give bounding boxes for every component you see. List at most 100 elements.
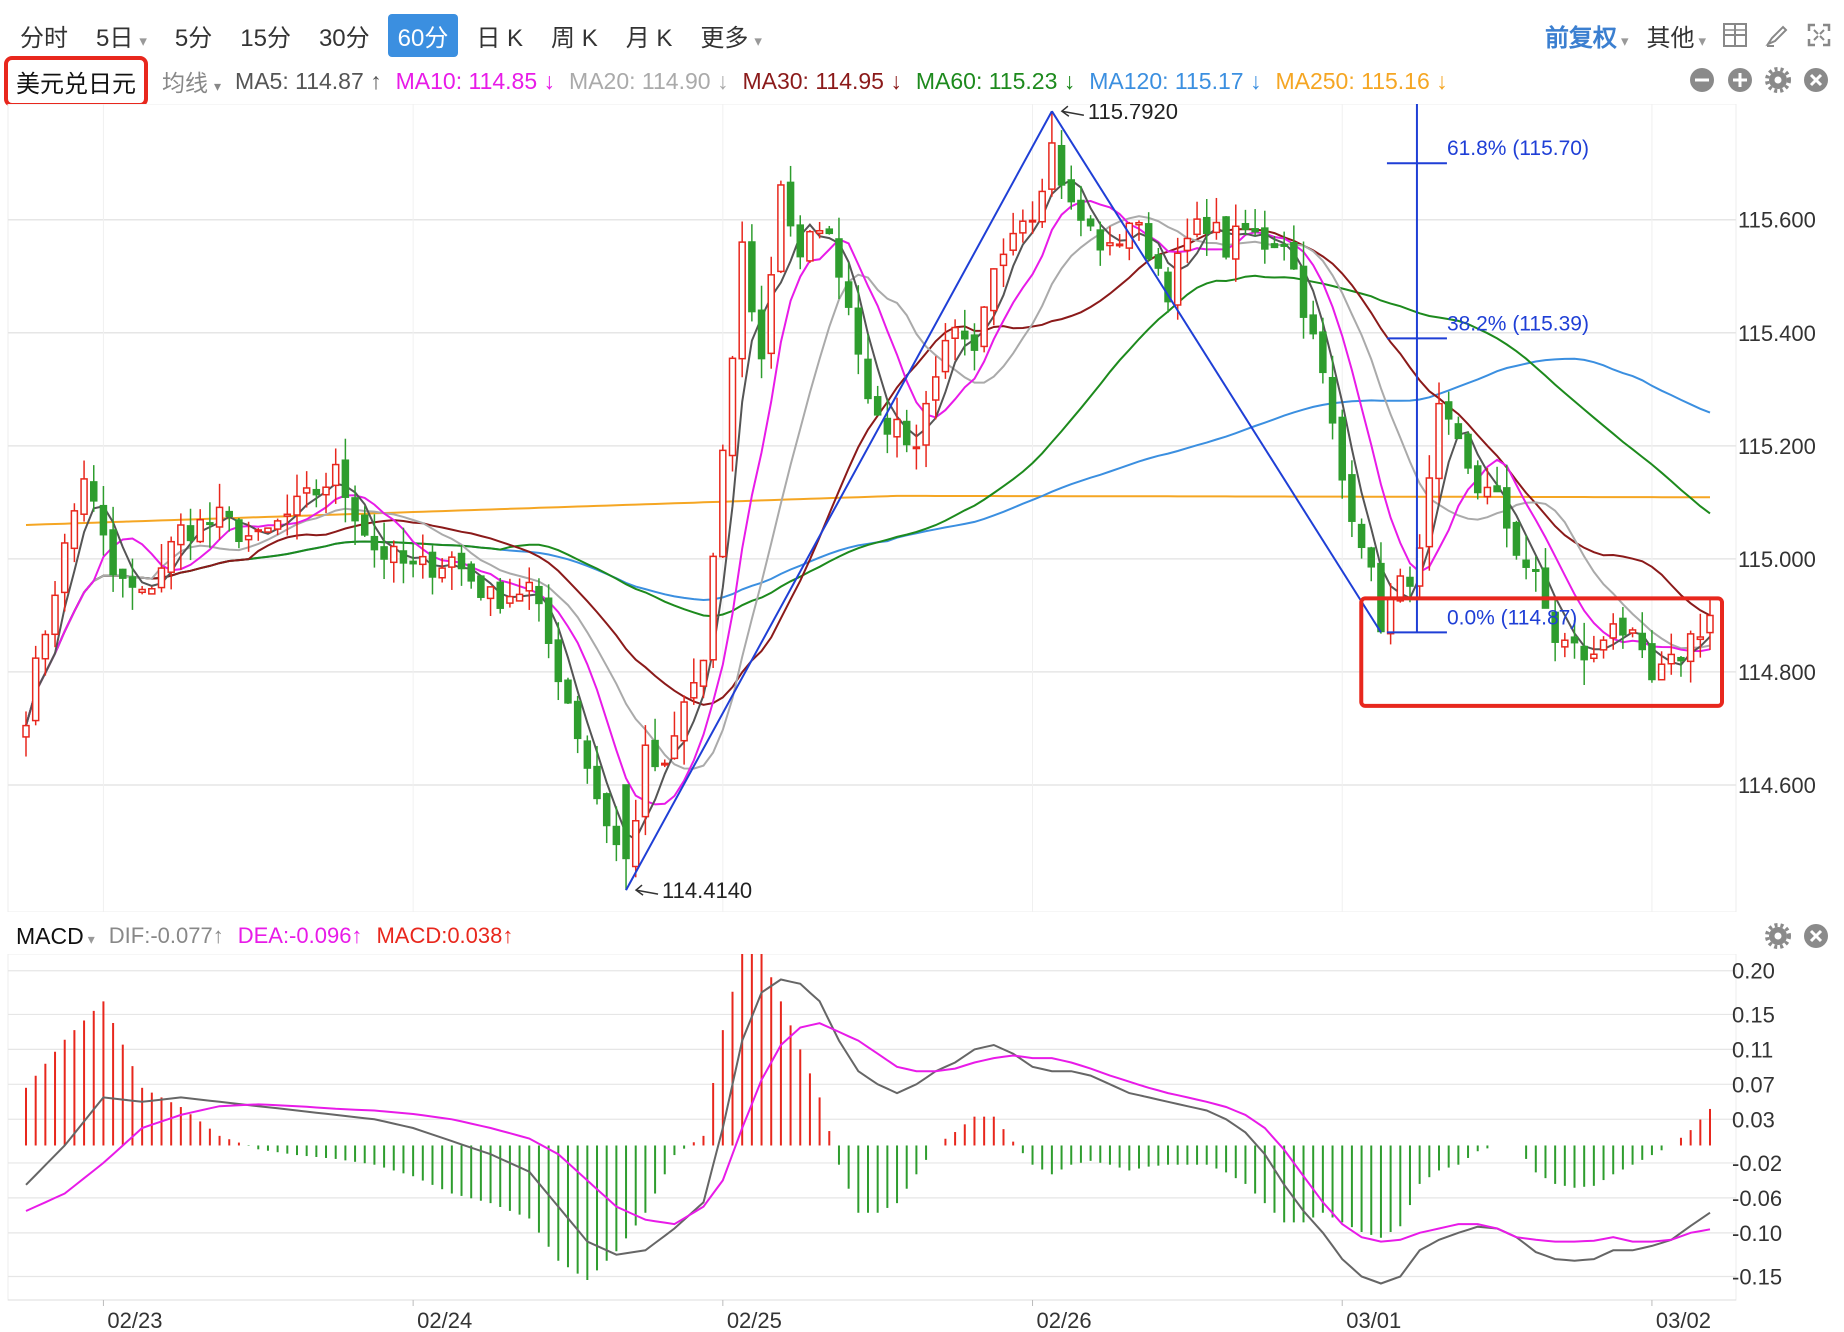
candle-body [544,597,553,644]
period-tab[interactable]: 30分 [309,14,380,57]
candle [1222,216,1230,260]
candle [728,355,737,472]
candle-body [1493,485,1501,493]
fib-level-label: 61.8% (115.70) [1447,137,1589,160]
candle [1154,247,1163,276]
candle [119,568,127,598]
close-circle-icon[interactable] [1802,922,1830,950]
adjust-dropdown[interactable]: 前复权 ▾ [1545,18,1629,53]
candle-body [1473,465,1482,494]
candle [1648,630,1656,683]
candle-body [786,181,795,227]
candle-body [1067,179,1075,203]
symbol-label[interactable]: 美元兑日元 [4,55,148,107]
candle [157,544,166,593]
macd-dropdown[interactable]: MACD ▾ [16,923,95,950]
macd-title: MACD [16,922,84,949]
candle [496,577,504,614]
candle-body [1135,221,1143,226]
chevron-down-icon: ▾ [754,32,762,50]
candlestick-chart[interactable]: 115.600 115.400 115.200 115.000 114.800 114.6… [0,104,1844,912]
close-circle-icon[interactable] [1802,66,1830,94]
right-tools: 前复权 ▾ 其他 ▾ [1527,16,1832,54]
period-tab[interactable]: 周 K [541,14,608,57]
layout-grid-icon[interactable] [1722,22,1748,48]
plus-circle-icon[interactable] [1726,66,1754,94]
candle-body [41,633,50,660]
period-tab[interactable]: 分时 [10,14,78,57]
candle [244,521,253,552]
period-tab[interactable]: 5日 ▾ [86,14,157,57]
candle-body [573,700,582,740]
candle [1503,464,1511,548]
minus-circle-icon[interactable] [1688,66,1716,94]
candle [1319,317,1327,384]
candle-body [80,478,88,515]
candle [1241,209,1250,236]
candle [99,486,108,556]
candle [51,581,59,648]
period-tab[interactable]: 15分 [230,14,301,57]
candle [593,745,601,805]
period-tab-label: 周 K [551,24,598,52]
period-tab[interactable]: 更多 ▾ [690,14,772,57]
candle-body [486,586,495,600]
gear-icon[interactable] [1764,66,1792,94]
period-tab[interactable]: 60分 [387,13,459,57]
gear-icon[interactable] [1764,922,1792,950]
y-tick-label: 115.600 [1738,208,1816,233]
macd-chart[interactable]: 0.20 0.15 0.11 0.07 0.03 -0.02 -0.06 -0.10 -0.15… [0,954,1844,1332]
period-tab[interactable]: 日 K [466,14,533,57]
candle [167,536,175,590]
other-dropdown[interactable]: 其他 ▾ [1646,18,1706,53]
candle [31,645,40,726]
candle-body [1696,636,1705,641]
candle [1561,632,1569,658]
candle [951,319,959,361]
candle [1638,612,1647,659]
candle [399,527,408,584]
candle-body [22,724,30,738]
candle [1173,237,1182,320]
fullscreen-icon[interactable] [1806,22,1832,48]
draw-pen-icon[interactable] [1764,22,1790,48]
candle-body [506,595,514,604]
candle-body [1435,402,1443,480]
candle [80,460,88,522]
candle [1338,409,1346,499]
candle [1028,201,1037,234]
candle-body [1232,225,1240,260]
macd-values: DIF:-0.077↑ DEA:-0.096↑ MACD:0.038↑ [95,923,514,949]
candle [1706,598,1714,650]
candle [264,527,272,533]
candle-body [699,659,708,687]
ma-type-dropdown[interactable]: 均线 ▾ [162,64,221,98]
period-tab-label: 60分 [397,24,449,52]
candle-body [1251,228,1259,233]
candle-body [602,793,611,827]
candle [1057,130,1066,199]
period-tab[interactable]: 月 K [616,14,683,57]
candle [370,514,379,568]
candle-body [1648,643,1656,681]
candle-body [990,268,998,312]
candle-body [244,535,253,541]
x-tick-label: 02/23 [107,1308,162,1332]
candle-body [196,519,204,543]
candle [409,543,417,578]
candle [1425,455,1434,571]
candle [1551,596,1559,662]
candle-body [496,581,504,609]
candle [893,397,901,458]
candle [22,711,30,757]
period-tab[interactable]: 5分 [165,14,222,57]
candle-body [806,230,814,262]
candle [457,544,466,586]
candle [1135,220,1143,241]
candle [699,659,708,699]
candle [1570,619,1579,659]
y-tick-label: 115.200 [1738,434,1816,459]
candle [1115,234,1124,248]
macd-y-tick-label: -0.02 [1732,1151,1782,1176]
candle [1348,460,1356,538]
